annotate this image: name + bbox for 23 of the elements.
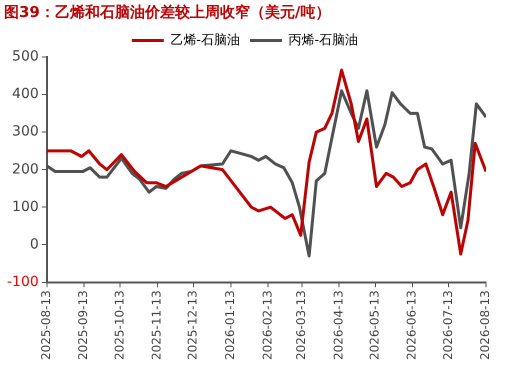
y-tick-label: 200 bbox=[12, 161, 39, 178]
y-tick-label: 300 bbox=[12, 124, 39, 140]
chart-title: 图39：乙烯和石脑油价差较上周收窄（美元/吨） bbox=[4, 2, 330, 21]
legend-label: 丙烯-石脑油 bbox=[288, 32, 358, 48]
x-tick-label: 2026-05-13 bbox=[367, 290, 382, 360]
y-tick-label: 100 bbox=[12, 198, 39, 215]
x-tick-label: 2026-08-13 bbox=[478, 290, 492, 360]
x-tick-label: 2026-02-13 bbox=[260, 290, 274, 360]
y-tick-label: 400 bbox=[12, 86, 39, 102]
y-tick-label: 500 bbox=[12, 48, 39, 65]
x-tick-label: 2025-09-13 bbox=[76, 290, 90, 360]
y-tick-label: 0 bbox=[30, 236, 39, 252]
x-tick-label: 2026-07-13 bbox=[440, 290, 455, 360]
x-tick-label: 2025-10-13 bbox=[112, 290, 126, 360]
legend-label: 乙烯-石脑油 bbox=[170, 32, 240, 48]
x-tick-label: 2026-04-13 bbox=[331, 290, 346, 360]
x-tick-label: 2025-11-13 bbox=[150, 290, 164, 360]
y-tick-label: -100 bbox=[6, 274, 39, 290]
x-tick-label: 2025-08-13 bbox=[38, 290, 53, 360]
x-tick-label: 2026-06-13 bbox=[404, 290, 419, 360]
x-tick-label: 2025-12-13 bbox=[186, 290, 200, 360]
x-tick-label: 2026-01-13 bbox=[223, 290, 238, 360]
x-tick-label: 2026-03-13 bbox=[294, 290, 308, 360]
